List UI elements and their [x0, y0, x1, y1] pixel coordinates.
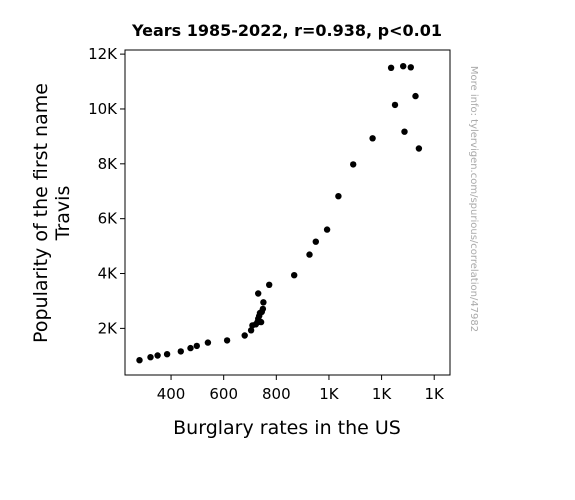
- data-point: [187, 344, 194, 352]
- data-point: [223, 337, 231, 344]
- x-tick-label: 600: [209, 385, 238, 403]
- data-point: [255, 290, 262, 297]
- data-point: [259, 305, 267, 313]
- data-point: [400, 62, 407, 70]
- y-tick-label: 6K: [98, 210, 119, 228]
- data-point: [241, 332, 248, 339]
- data-point: [335, 193, 342, 200]
- data-point: [247, 327, 255, 334]
- data-point: [291, 272, 298, 279]
- data-point: [257, 318, 265, 326]
- y-tick-label: 4K: [98, 265, 119, 283]
- watermark-text: More info: tylervigen.com/spurious/corre…: [468, 66, 479, 332]
- data-point: [266, 281, 273, 288]
- data-point: [260, 299, 267, 306]
- chart-title: Years 1985-2022, r=0.938, p<0.01: [131, 21, 442, 40]
- data-point: [350, 161, 357, 168]
- data-point: [323, 226, 331, 233]
- x-tick-label: 1K: [372, 385, 393, 403]
- plot-area: [124, 49, 451, 376]
- data-point: [193, 342, 200, 350]
- data-point: [391, 101, 399, 109]
- data-point: [147, 354, 154, 361]
- y-axis-ticks: 2K 4K 6K 8K 10K 12K: [88, 45, 125, 337]
- data-point: [312, 238, 319, 245]
- y-axis-label-line-2: Travis: [52, 186, 74, 242]
- x-tick-label: 400: [157, 385, 186, 403]
- x-axis-label: Burglary rates in the US: [173, 417, 401, 439]
- y-tick-label: 2K: [98, 319, 119, 337]
- data-point: [415, 145, 423, 152]
- data-point: [369, 135, 376, 142]
- data-point: [163, 351, 171, 358]
- y-axis-label-line-1: Popularity of the first name: [30, 83, 52, 343]
- y-tick-label: 10K: [88, 100, 118, 118]
- data-point: [204, 339, 212, 346]
- y-tick-label: 8K: [98, 155, 119, 173]
- x-tick-label: 800: [262, 385, 291, 403]
- data-point: [177, 348, 184, 355]
- data-point: [407, 64, 414, 71]
- data-point: [387, 64, 395, 72]
- data-point: [412, 92, 419, 100]
- data-point: [154, 352, 161, 359]
- data-point: [306, 251, 313, 258]
- data-points: [136, 62, 423, 364]
- y-tick-label: 12K: [88, 45, 118, 63]
- data-point: [401, 128, 408, 135]
- y-axis-label: Popularity of the first name Travis: [30, 83, 74, 343]
- x-tick-label: 1K: [425, 385, 446, 403]
- data-point: [136, 357, 143, 364]
- x-tick-label: 1K: [319, 385, 340, 403]
- x-axis-ticks: 400 600 800 1K 1K 1K: [157, 375, 445, 403]
